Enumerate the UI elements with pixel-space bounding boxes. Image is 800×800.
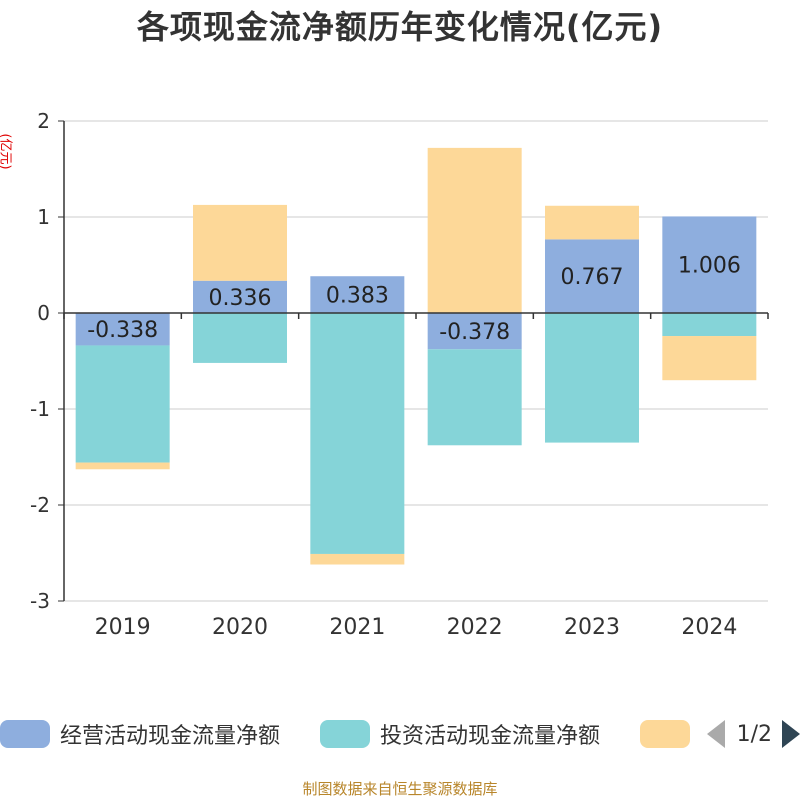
bar-1-2022 [427,313,522,350]
chart-title: 各项现金流净额历年变化情况(亿元) [136,8,664,46]
bar-3-2021 [310,553,405,565]
pager-next-icon[interactable] [782,720,800,748]
legend-item-investing[interactable]: 投资活动现金流量净额 [320,716,600,752]
pager-page-indicator: 1/2 [736,721,772,747]
legend-item-third-series[interactable] [640,716,700,752]
data-label-2024: 1.006 [678,254,741,279]
bar-3-2019 [75,462,170,470]
bar-1-2023 [545,239,639,313]
data-label-2021: 0.383 [326,284,389,309]
bar-3-2022 [427,147,522,313]
y-tick-label: 1 [37,205,50,229]
legend: 经营活动现金流量净额 投资活动现金流量净额 1/2 [0,716,800,756]
bar-2-2023 [545,313,639,443]
bar-2-2021 [310,313,405,554]
data-label-2019: -0.338 [87,318,158,343]
bar-1-2019 [75,313,170,346]
y-tick-label: -3 [30,589,50,613]
legend-item-operating[interactable]: 经营活动现金流量净额 [0,716,280,752]
y-tick-label: -1 [30,397,50,421]
bar-3-2023 [545,205,639,240]
data-label-2020: 0.336 [209,286,272,311]
pager-prev-icon[interactable] [706,720,725,748]
y-tick-label: 2 [37,109,50,133]
bar-1-2020 [193,280,287,313]
bar-1-2024 [662,216,757,313]
bar-3-2024 [662,336,757,381]
x-tick-label: 2019 [95,615,151,640]
source-footer: 制图数据来自恒生聚源数据库 [302,780,498,798]
y-tick-label: 0 [37,301,50,325]
bar-2-2019 [75,345,170,463]
bar-2-2020 [193,313,287,363]
legend-swatch-operating [0,720,50,748]
data-label-2022: -0.378 [439,320,510,345]
x-tick-label: 2023 [564,615,620,640]
legend-label-operating: 经营活动现金流量净额 [60,724,281,749]
bar-chart: 2 1 0 -1 -2 -3 -0.338 0.336 0.383 -0.378 0.767 1.00… [30,109,769,640]
x-tick-label: 2021 [329,615,385,640]
bar-1-2021 [310,276,405,313]
x-tick-label: 2022 [447,615,503,640]
y-tick-label: -2 [30,493,50,517]
legend-label-investing: 投资活动现金流量净额 [380,724,601,749]
legend-swatch-third-series [640,720,690,748]
data-label-2023: 0.767 [561,265,624,290]
x-tick-label: 2020 [212,615,268,640]
x-tick-label: 2024 [681,615,737,640]
bar-3-2020 [193,204,287,281]
bar-2-2024 [662,313,757,337]
bar-2-2022 [427,349,522,446]
legend-pager: 1/2 [706,716,800,752]
legend-swatch-investing [320,720,370,748]
